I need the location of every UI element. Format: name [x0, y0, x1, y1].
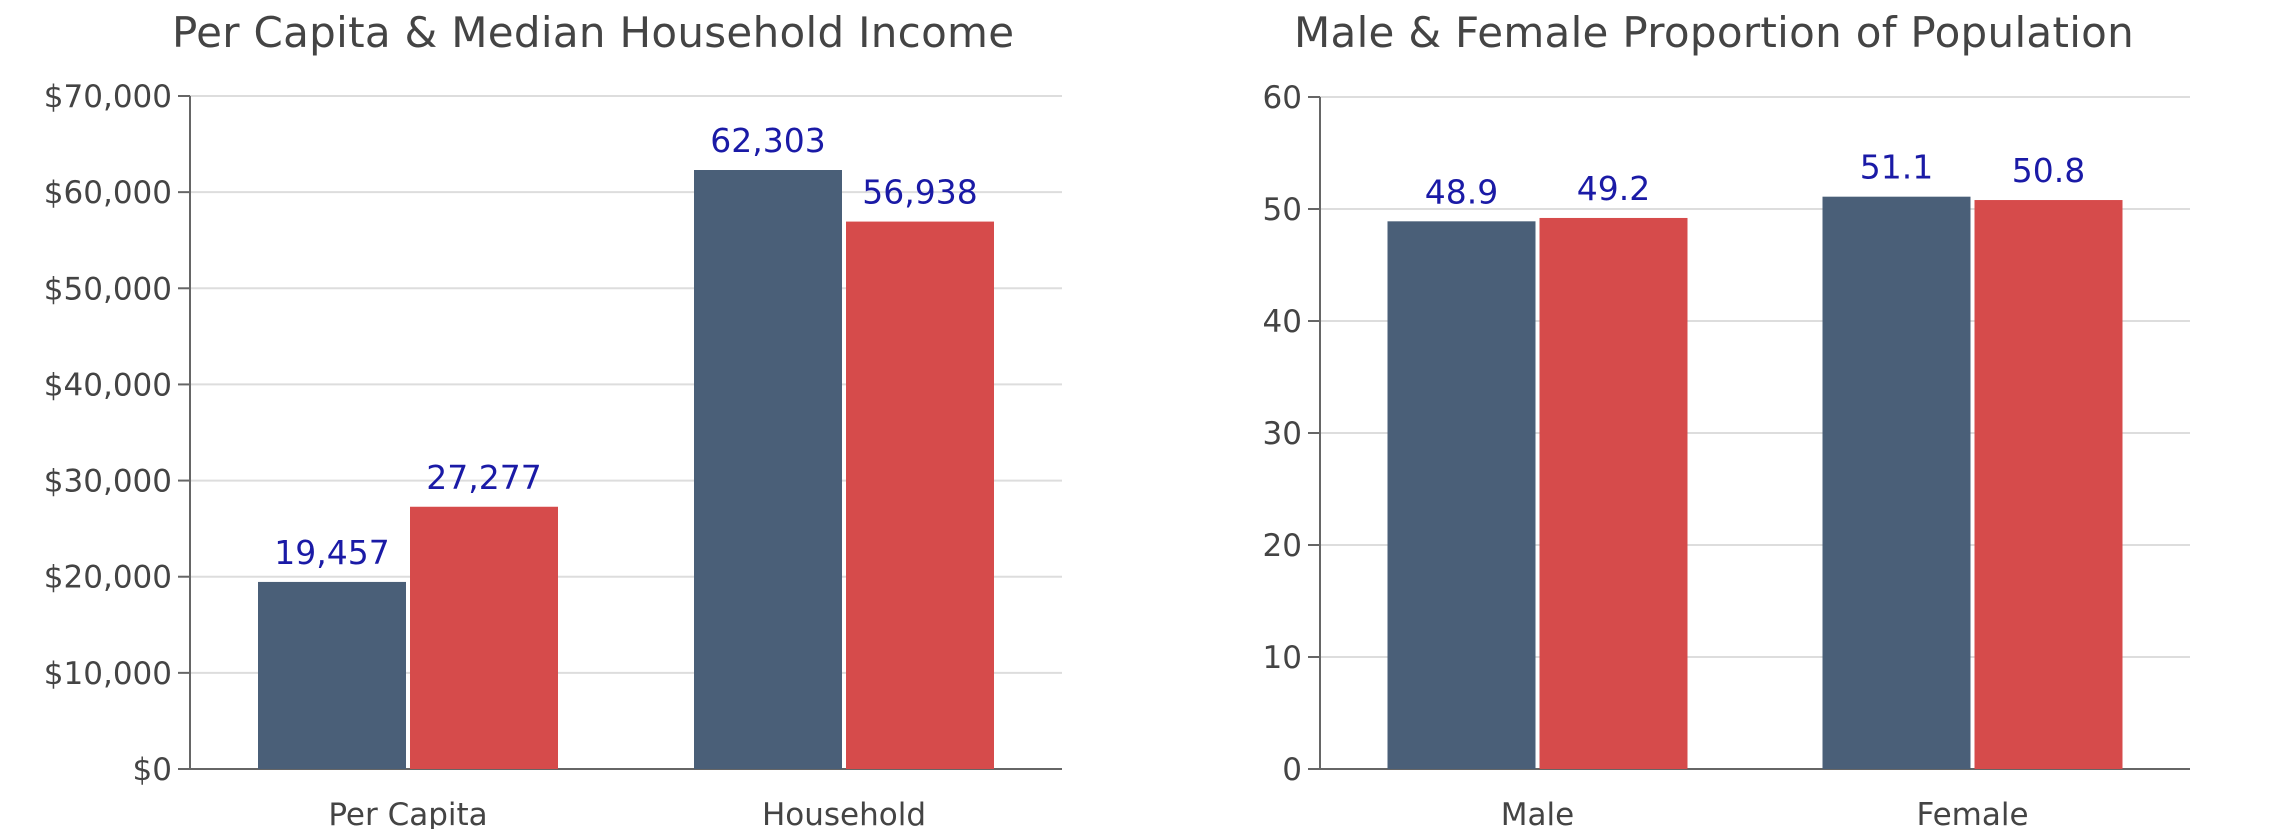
- income-chart-title: Per Capita & Median Household Income: [172, 8, 1015, 57]
- chart0-y-tick-label: $60,000: [44, 175, 172, 211]
- chart1-data-label: 50.8: [2012, 151, 2085, 190]
- chart1-y-tick-label: 20: [1263, 528, 1302, 564]
- chart0-data-label: 56,938: [862, 173, 977, 212]
- chart0-y-tick-label: $70,000: [44, 79, 172, 115]
- population-chart-title: Male & Female Proportion of Population: [1294, 8, 2135, 57]
- chart0-y-tick-label: $0: [133, 752, 172, 788]
- chart1-data-label: 48.9: [1425, 172, 1498, 211]
- chart1-bar-female-s1: [1822, 196, 1971, 769]
- chart1-bar-female-s2: [1974, 200, 2123, 770]
- population-chart: Male & Female Proportion of Population 0…: [1140, 0, 2280, 829]
- chart1-y-tick-label: 0: [1282, 752, 1302, 788]
- chart0-y-tick-label: $30,000: [44, 464, 172, 500]
- chart1-category-label: Male: [1501, 797, 1574, 829]
- chart0-data-label: 19,457: [274, 533, 389, 572]
- chart1-y-tick-label: 10: [1263, 640, 1302, 676]
- chart0-data-label: 27,277: [426, 458, 541, 497]
- chart1-bar-male-s2: [1539, 217, 1688, 769]
- chart0-y-tick-label: $40,000: [44, 367, 172, 403]
- chart0-y-tick-label: $20,000: [44, 560, 172, 596]
- income-chart-plot: $0 $10,000 $20,000 $30,000 $40,000 $50,000 $60…: [44, 79, 1062, 829]
- chart1-bar-male-s1: [1387, 221, 1536, 769]
- income-chart: Per Capita & Median Household Income $0 $…: [0, 0, 1100, 829]
- chart1-data-label: 49.2: [1577, 169, 1650, 208]
- chart0-bar-household-s1: [694, 170, 842, 769]
- chart1-y-tick-label: 50: [1263, 192, 1302, 228]
- chart0-bar-per-capita-s1: [258, 581, 406, 769]
- chart1-y-tick-label: 60: [1263, 80, 1302, 116]
- chart1-y-tick-label: 40: [1263, 304, 1302, 340]
- chart0-y-tick-label: $50,000: [44, 271, 172, 307]
- chart0-category-label: Household: [762, 797, 926, 829]
- chart0-data-label: 62,303: [710, 121, 825, 160]
- chart1-category-label: Female: [1916, 797, 2028, 829]
- chart1-y-tick-label: 30: [1263, 416, 1302, 452]
- chart0-category-label: Per Capita: [328, 797, 487, 829]
- population-chart-plot: 0 10 20 30 40 50 60 48.9 49.2 Male 51.1 50.8 Female: [1263, 80, 2190, 829]
- chart0-bar-household-s2: [846, 221, 994, 770]
- chart1-data-label: 51.1: [1860, 148, 1933, 187]
- chart0-bar-per-capita-s2: [410, 506, 558, 769]
- chart0-y-tick-label: $10,000: [44, 656, 172, 692]
